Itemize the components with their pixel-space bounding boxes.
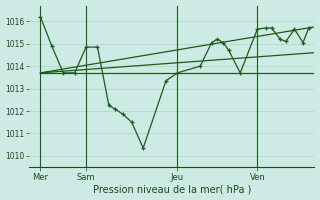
X-axis label: Pression niveau de la mer( hPa ): Pression niveau de la mer( hPa ) [92,184,251,194]
